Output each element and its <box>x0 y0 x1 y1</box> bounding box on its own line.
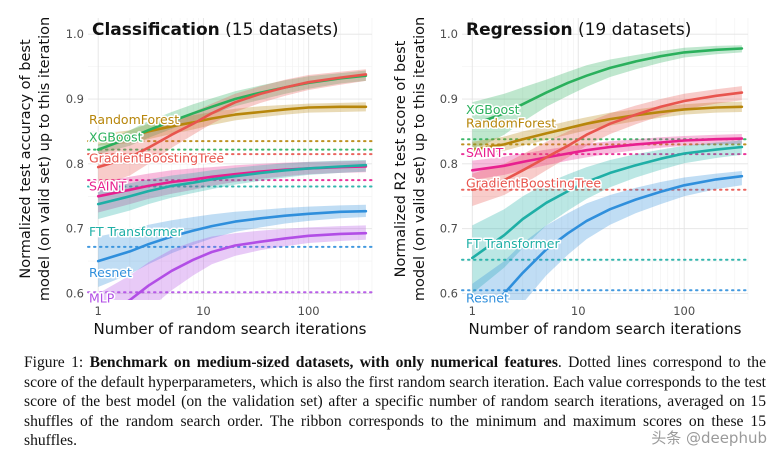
ribbon-randomforest <box>98 102 366 146</box>
caption-prefix: Figure 1: <box>24 354 90 371</box>
ribbon-resnet <box>472 171 742 300</box>
y-axis-label: model (on valid set) up to this iteratio… <box>412 17 428 301</box>
y-axis-label: Normalized test accuracy of best <box>18 39 34 279</box>
series-label-mlp: MLP <box>89 291 115 306</box>
ribbon-mlp <box>98 225 366 300</box>
y-axis-label: model (on valid set) up to this iteratio… <box>37 17 53 301</box>
plot-area <box>88 18 372 300</box>
panel-title-bold: Classification <box>92 20 220 40</box>
minor-gridlines <box>462 18 749 300</box>
panel-regression: 0.6 0.7 0.8 0.9 1.0 1 10 100 XGBoostRandomForest… <box>393 17 749 338</box>
line-resnet <box>494 174 744 300</box>
ribbon-gradientboostingtree <box>472 86 742 206</box>
ribbon-resnet <box>98 204 366 287</box>
y-tick-label: 0.9 <box>440 92 458 106</box>
series-label-gradientboostingtree: GradientBoostingTree <box>89 151 224 166</box>
y-tick-label: 0.6 <box>66 287 84 301</box>
y-axis-label: Normalized R2 test score of best <box>393 40 409 277</box>
series-label-randomforest: RandomForest <box>466 116 556 131</box>
y-tick-label: 0.8 <box>440 157 458 171</box>
x-axis-label: Number of random search iterations <box>469 320 742 338</box>
caption-bold: Benchmark on medium-sized datasets, with… <box>89 354 558 371</box>
minor-gridlines <box>88 18 373 300</box>
y-tick-label: 0.7 <box>66 222 84 236</box>
line-mlp <box>127 231 368 300</box>
ribbon-ft-transformer <box>98 160 366 219</box>
series-label-resnet: Resnet <box>89 265 132 280</box>
series-label-ft-transformer: FT Transformer <box>89 224 183 239</box>
y-tick-label: 0.8 <box>66 157 84 171</box>
y-tick-label: 0.7 <box>440 222 458 236</box>
panel-title: Regression (19 datasets) <box>466 20 691 40</box>
ribbon-saint <box>472 134 742 181</box>
series-label-resnet: Resnet <box>466 291 509 306</box>
ribbon-xgboost <box>472 45 742 151</box>
line-saint <box>470 137 744 172</box>
ribbon-saint <box>98 160 366 213</box>
line-ft-transformer <box>96 163 368 206</box>
y-tick-label: 0.6 <box>440 287 458 301</box>
x-tick-label: 1 <box>469 304 476 318</box>
series-label-xgboost: XGBoost <box>466 102 520 117</box>
x-tick-label: 100 <box>298 304 320 318</box>
x-tick-label: 1 <box>95 304 102 318</box>
y-tick-label: 1.0 <box>66 27 84 41</box>
y-tick-label: 1.0 <box>440 27 458 41</box>
plot-area <box>462 18 748 300</box>
line-ft-transformer <box>470 145 744 260</box>
panel-title-bold: Regression <box>466 20 573 40</box>
panel-classification: 0.6 0.7 0.8 0.9 1.0 1 10 100 RandomForest XGBoost… <box>18 17 373 338</box>
panel-title-rest: (19 datasets) <box>573 20 692 40</box>
line-xgboost <box>470 47 744 127</box>
line-randomforest <box>470 105 744 151</box>
major-gridlines <box>88 18 372 300</box>
default-score-lines <box>461 138 749 292</box>
x-tick-label: 10 <box>571 304 586 318</box>
line-gradientboostingtree <box>470 91 744 192</box>
series-label-ft-transformer: FT Transformer <box>466 236 560 251</box>
series-label-randomforest: RandomForest <box>89 112 179 127</box>
figure: 0.60.70.80.91.01 10 100RandomForestXGBoost… <box>18 17 749 338</box>
figure-caption: Figure 1: Benchmark on medium-sized data… <box>24 353 766 451</box>
line-resnet <box>96 209 368 263</box>
x-axis-label: Number of random search iterations <box>94 320 367 338</box>
watermark: 头条 @deephub <box>651 429 767 447</box>
panel-title: Classification (15 datasets) <box>92 20 339 40</box>
ribbon-gradientboostingtree <box>98 69 366 187</box>
x-tick-label: 10 <box>196 304 211 318</box>
x-tick-label: 100 <box>673 304 695 318</box>
series-label-gradientboostingtree: GradientBoostingTree <box>466 175 601 190</box>
series-label-saint: SAINT <box>89 179 127 194</box>
y-tick-label: 0.9 <box>66 92 84 106</box>
caption-rest: . Dotted lines correspond to the score o… <box>24 354 766 449</box>
panel-title-rest: (15 datasets) <box>220 20 339 40</box>
series-label-xgboost: XGBoost <box>89 129 143 144</box>
series-label-saint: SAINT <box>466 145 504 160</box>
ribbon-randomforest <box>472 101 742 157</box>
line-gradientboostingtree <box>96 73 368 169</box>
